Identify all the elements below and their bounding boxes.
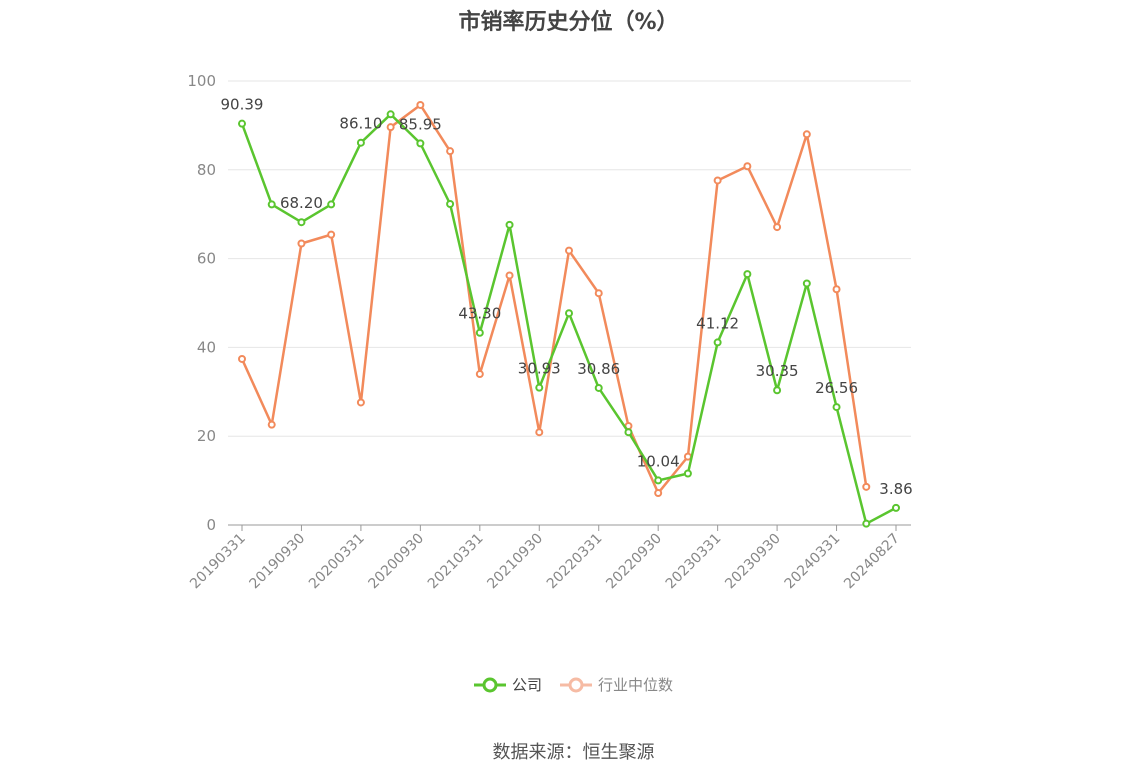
legend-item-company[interactable]: 公司 [473, 674, 542, 695]
data-point-company [565, 309, 573, 318]
data-label: 86.10 [339, 115, 382, 133]
data-label: 85.95 [399, 115, 442, 133]
data-point-company [505, 220, 514, 229]
data-point-industry [327, 230, 336, 239]
data-label: 43.30 [458, 305, 501, 323]
y-tick-label: 40 [197, 338, 216, 356]
chart-title: 市销率历史分位（%） [458, 10, 679, 35]
series-line-company [240, 113, 897, 525]
series-line-industry [240, 103, 868, 495]
data-labels: 90.39 68.20 86.10 85.95 43.30 30.93 30.86 10.04… [221, 96, 913, 498]
data-point-industry [475, 370, 484, 379]
data-point-industry [267, 420, 276, 429]
data-point-company [594, 383, 603, 392]
data-point-company [802, 279, 811, 288]
data-point-company [386, 110, 395, 119]
data-point-industry [535, 428, 544, 437]
x-tick-label: 20220930 [603, 531, 665, 593]
data-label: 68.20 [280, 194, 323, 212]
x-tick-label: 20220331 [544, 531, 606, 593]
y-tick-label: 60 [197, 250, 216, 268]
data-label: 30.86 [577, 360, 620, 378]
data-point-company [654, 476, 663, 485]
data-point-company [416, 139, 425, 148]
data-point-company [267, 200, 276, 209]
data-point-company [446, 199, 455, 208]
data-point-company [862, 519, 871, 528]
data-point-company [356, 138, 365, 147]
data-point-company [475, 328, 484, 337]
legend-label-industry: 行业中位数 [598, 676, 674, 694]
data-label: 26.56 [815, 379, 858, 397]
data-point-company [892, 503, 900, 512]
data-point-company [535, 383, 544, 392]
data-point-industry [386, 123, 395, 132]
y-tick-label: 100 [187, 72, 216, 90]
data-point-industry [654, 489, 663, 498]
x-tick-label: 20210331 [425, 531, 487, 593]
data-point-industry [713, 176, 722, 185]
data-point-company [297, 218, 306, 227]
data-point-company [713, 338, 722, 347]
data-point-industry [297, 239, 306, 248]
data-point-company [773, 386, 782, 395]
legend-label-company: 公司 [511, 676, 542, 694]
grid-lines [228, 80, 911, 437]
x-tick-label: 20190331 [187, 531, 249, 593]
data-point-company [683, 469, 692, 478]
x-tick-label: 20240331 [782, 531, 844, 593]
series-lines [238, 100, 900, 528]
data-point-industry [356, 398, 365, 407]
data-point-company [743, 270, 752, 279]
x-tick-label: 20240827 [841, 531, 903, 593]
x-tick-label: 20230930 [722, 531, 784, 593]
data-point-company [624, 428, 633, 437]
data-point-industry [594, 289, 603, 298]
legend-item-industry[interactable]: 行业中位数 [560, 674, 673, 695]
x-tick-label: 20230331 [663, 531, 725, 593]
data-point-industry [773, 223, 782, 232]
legend-marker-company-icon [473, 677, 506, 692]
x-tick-label: 20200930 [365, 531, 427, 593]
data-label: 10.04 [637, 452, 680, 470]
line-chart: 0 20 40 60 80 100 2019033120190930202003312020… [187, 72, 913, 593]
x-tick-label: 20200331 [306, 531, 368, 593]
data-point-company [832, 403, 841, 412]
legend-marker-industry-icon [560, 677, 592, 692]
data-label: 41.12 [696, 314, 739, 332]
data-point-company [327, 200, 336, 209]
data-point-industry [416, 100, 425, 109]
data-point-industry [862, 482, 871, 491]
y-tick-label: 80 [197, 161, 216, 179]
x-tick-label: 20190930 [247, 531, 309, 593]
y-tick-label: 20 [197, 427, 216, 445]
data-point-industry [832, 285, 841, 294]
data-point-industry [565, 246, 573, 255]
data-label: 3.86 [879, 480, 912, 498]
y-tick-label: 0 [206, 516, 216, 534]
x-tick-label: 20210930 [484, 531, 546, 593]
data-point-company [238, 119, 246, 128]
data-point-industry [238, 354, 246, 363]
data-label: 30.35 [756, 362, 799, 380]
data-point-industry [505, 271, 514, 280]
source-note: 数据来源：恒生聚源 [492, 742, 655, 763]
data-point-industry [802, 130, 811, 139]
data-label: 90.39 [221, 96, 264, 114]
legend: 公司 行业中位数 [0, 674, 1147, 695]
data-point-industry [743, 162, 752, 171]
data-point-industry [446, 147, 455, 156]
data-label: 30.93 [518, 360, 561, 378]
